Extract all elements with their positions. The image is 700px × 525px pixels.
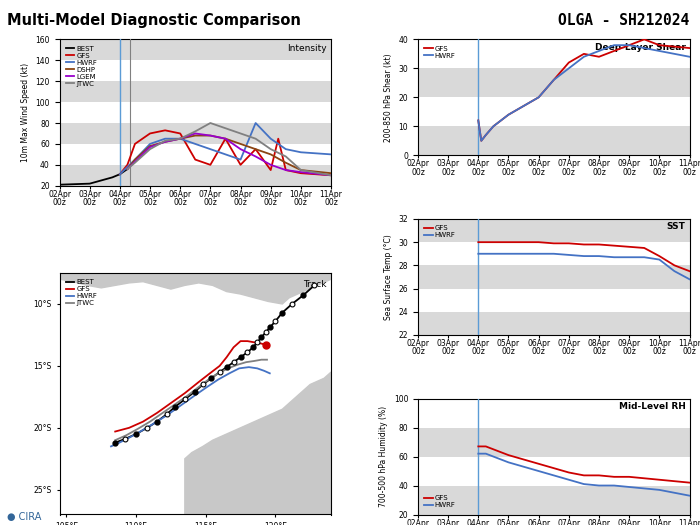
Bar — [418, 265, 690, 289]
Bar — [418, 427, 690, 457]
Text: OLGA - SH212024: OLGA - SH212024 — [559, 13, 690, 28]
Text: Deep-Layer Shear: Deep-Layer Shear — [594, 43, 685, 52]
Text: SST: SST — [666, 223, 685, 232]
Bar — [60, 81, 331, 102]
Legend: GFS, HWRF: GFS, HWRF — [421, 43, 458, 61]
Bar — [60, 39, 331, 60]
Y-axis label: 700-500 hPa Humidity (%): 700-500 hPa Humidity (%) — [379, 406, 389, 507]
Y-axis label: 10m Max Wind Speed (kt): 10m Max Wind Speed (kt) — [21, 63, 29, 162]
Polygon shape — [60, 273, 331, 304]
Text: Track: Track — [304, 280, 327, 289]
Legend: BEST, GFS, HWRF, JTWC: BEST, GFS, HWRF, JTWC — [63, 277, 100, 309]
Y-axis label: Sea Surface Temp (°C): Sea Surface Temp (°C) — [384, 234, 393, 320]
Bar — [418, 127, 690, 155]
Bar — [418, 312, 690, 335]
Legend: GFS, HWRF: GFS, HWRF — [421, 223, 458, 241]
Bar — [60, 165, 331, 186]
Bar — [418, 68, 690, 97]
Legend: GFS, HWRF: GFS, HWRF — [421, 492, 458, 511]
Polygon shape — [185, 372, 331, 514]
Y-axis label: 200-850 hPa Shear (kt): 200-850 hPa Shear (kt) — [384, 53, 393, 142]
Legend: BEST, GFS, HWRF, DSHP, LGEM, JTWC: BEST, GFS, HWRF, DSHP, LGEM, JTWC — [63, 43, 100, 90]
Text: Intensity: Intensity — [288, 44, 327, 53]
Text: Mid-Level RH: Mid-Level RH — [619, 402, 685, 411]
Bar — [418, 219, 690, 242]
Bar — [60, 123, 331, 144]
Text: ● CIRA: ● CIRA — [7, 512, 41, 522]
Text: Multi-Model Diagnostic Comparison: Multi-Model Diagnostic Comparison — [7, 13, 301, 28]
Bar — [418, 486, 690, 514]
